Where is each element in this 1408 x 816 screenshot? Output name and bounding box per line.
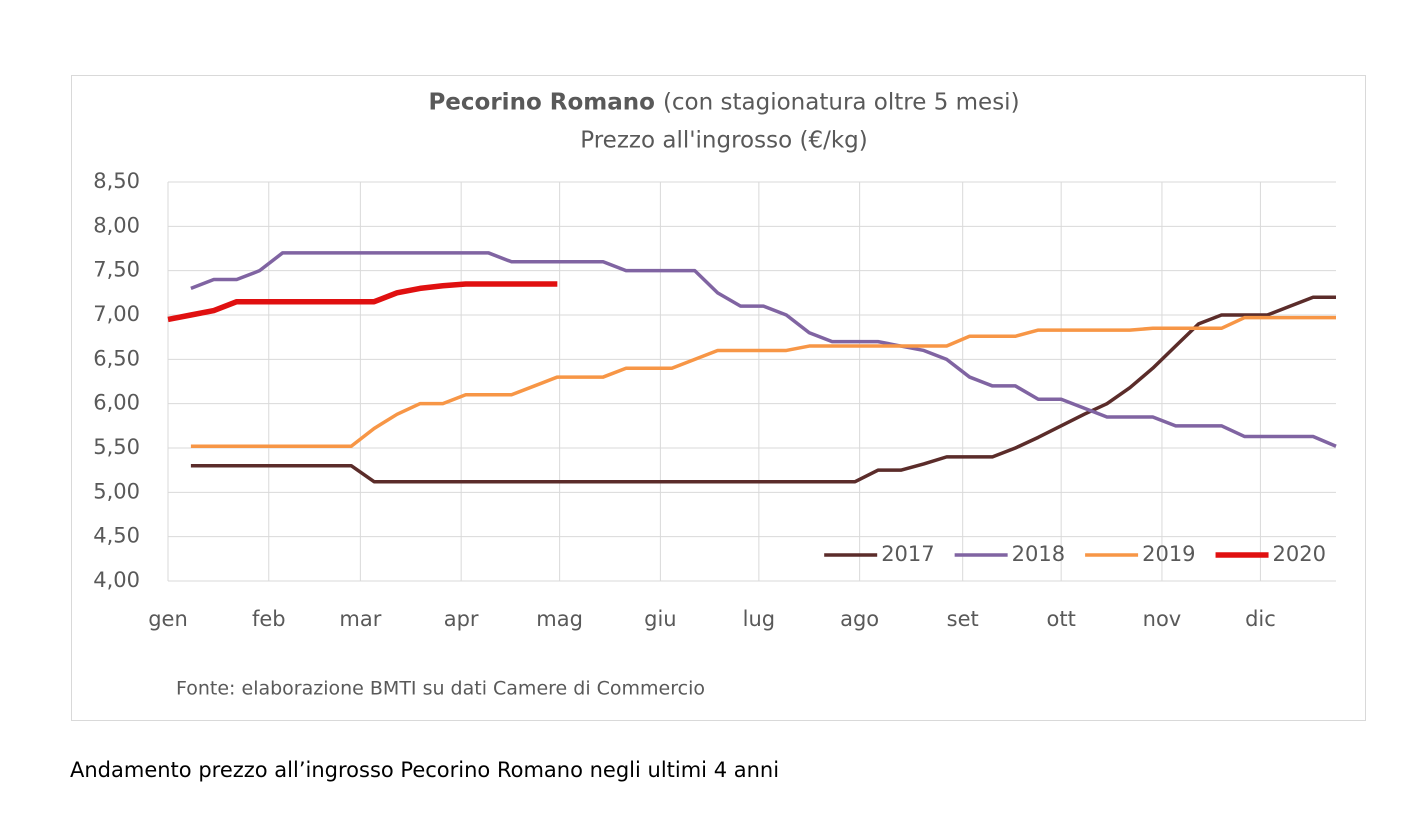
- y-tick-label: 8,00: [93, 213, 140, 237]
- source-note: Fonte: elaborazione BMTI su dati Camere …: [176, 678, 705, 700]
- caption: Andamento prezzo all’ingrosso Pecorino R…: [70, 758, 779, 782]
- y-tick-label: 6,00: [93, 391, 140, 415]
- x-tick-label: nov: [1143, 607, 1182, 631]
- series-line: [190, 315, 1336, 448]
- chart-title-note: (con stagionatura oltre 5 mesi): [663, 90, 1020, 116]
- x-tick-label: ago: [840, 607, 879, 631]
- y-tick-label: 7,50: [93, 258, 140, 282]
- chart-subtitle: Prezzo all'ingrosso (€/kg): [580, 128, 867, 154]
- x-tick-label: set: [947, 607, 979, 631]
- y-tick-label: 4,50: [93, 524, 140, 548]
- y-tick-label: 5,50: [93, 435, 140, 459]
- chart-frame: [71, 75, 1366, 721]
- legend-label: 2019: [1142, 542, 1195, 566]
- x-tick-label: lug: [743, 607, 775, 631]
- y-tick-label: 4,00: [93, 568, 140, 592]
- y-tick-label: 7,00: [93, 302, 140, 326]
- legend-label: 2017: [881, 542, 934, 566]
- y-tick-label: 8,50: [93, 169, 140, 193]
- x-tick-label: giu: [644, 607, 676, 631]
- x-tick-label: mag: [536, 607, 583, 631]
- x-tick-label: feb: [252, 607, 286, 631]
- x-tick-label: mar: [339, 607, 381, 631]
- x-tick-label: apr: [444, 607, 479, 631]
- x-tick-label: ott: [1047, 607, 1076, 631]
- series-line: [167, 281, 558, 323]
- chart-title: Pecorino Romano: [428, 90, 654, 116]
- x-tick-label: dic: [1245, 607, 1276, 631]
- legend-label: 2018: [1012, 542, 1065, 566]
- x-tick-label: gen: [148, 607, 188, 631]
- y-tick-label: 5,00: [93, 479, 140, 503]
- legend-label: 2020: [1273, 542, 1326, 566]
- series-line: [190, 251, 1337, 448]
- y-tick-label: 6,50: [93, 346, 140, 370]
- series-line: [190, 295, 1336, 484]
